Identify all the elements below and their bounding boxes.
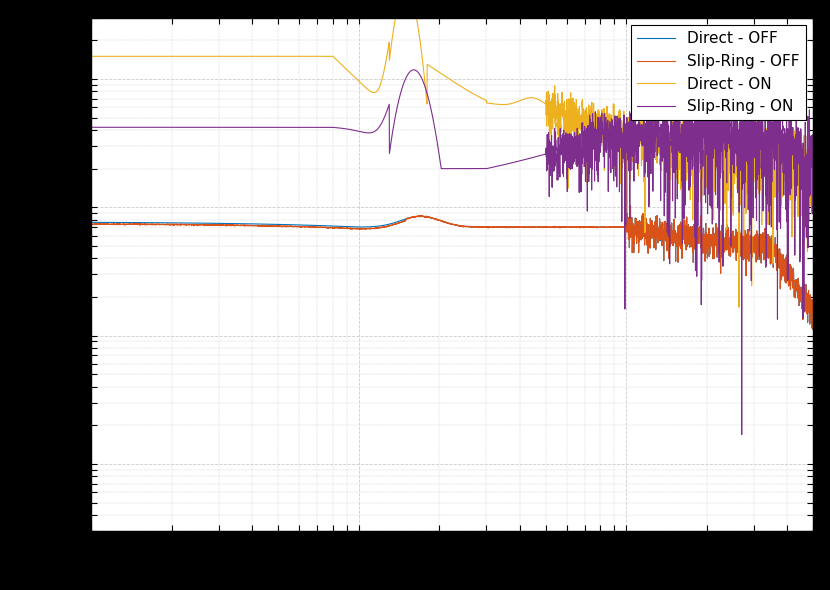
Slip-Ring - ON <box>737 431 747 438</box>
Direct - ON <box>395 0 405 1</box>
Slip-Ring - OFF <box>611 224 621 231</box>
Slip-Ring - ON <box>787 125 797 132</box>
Direct - OFF <box>808 326 818 333</box>
Direct - ON <box>430 65 440 73</box>
Slip-Ring - OFF <box>786 270 796 277</box>
Direct - OFF <box>389 219 399 226</box>
Legend: Direct - OFF, Slip-Ring - OFF, Direct - ON, Slip-Ring - ON: Direct - OFF, Slip-Ring - OFF, Direct - … <box>631 25 806 120</box>
Direct - ON <box>787 173 797 180</box>
Direct - OFF <box>611 224 621 231</box>
Slip-Ring - OFF <box>429 215 439 222</box>
Direct - ON <box>808 146 818 153</box>
Direct - ON <box>750 150 760 158</box>
Slip-Ring - ON <box>750 118 760 125</box>
Slip-Ring - ON <box>409 66 419 73</box>
Direct - ON <box>86 53 96 60</box>
Direct - OFF <box>626 202 636 209</box>
Slip-Ring - OFF <box>808 326 818 333</box>
Direct - OFF <box>395 217 405 224</box>
Slip-Ring - OFF <box>808 294 818 301</box>
Direct - OFF <box>808 294 818 301</box>
Line: Direct - OFF: Direct - OFF <box>91 205 813 329</box>
Direct - ON <box>734 304 744 311</box>
Line: Direct - ON: Direct - ON <box>91 0 813 307</box>
Direct - ON <box>389 19 399 26</box>
Slip-Ring - OFF <box>389 221 399 228</box>
Slip-Ring - OFF <box>626 202 636 209</box>
Slip-Ring - ON <box>611 139 621 146</box>
Direct - OFF <box>786 270 796 277</box>
Direct - OFF <box>429 215 439 222</box>
Direct - OFF <box>86 219 96 226</box>
Slip-Ring - OFF <box>86 221 96 228</box>
Slip-Ring - OFF <box>395 219 405 226</box>
Slip-Ring - ON <box>430 123 440 130</box>
Slip-Ring - ON <box>389 116 399 123</box>
Direct - ON <box>611 128 621 135</box>
Line: Slip-Ring - OFF: Slip-Ring - OFF <box>91 206 813 329</box>
Slip-Ring - ON <box>86 124 96 131</box>
Slip-Ring - ON <box>395 90 405 97</box>
Slip-Ring - OFF <box>750 241 760 248</box>
Direct - OFF <box>750 241 760 248</box>
Slip-Ring - ON <box>808 149 818 156</box>
Line: Slip-Ring - ON: Slip-Ring - ON <box>91 70 813 435</box>
